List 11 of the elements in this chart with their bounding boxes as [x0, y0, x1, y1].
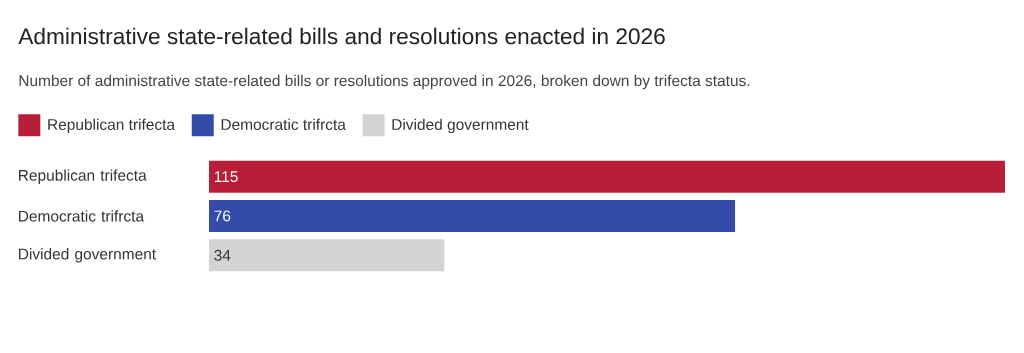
data-label: 115: [214, 171, 238, 183]
y-tick-label: Divided government: [19, 248, 157, 263]
data-label: 34: [214, 249, 231, 261]
legend-label: Divided government: [392, 118, 529, 134]
data-label: 76: [214, 210, 231, 222]
y-tick-label: Democratic trifrcta: [19, 210, 145, 222]
legend-label: Republican trifecta: [48, 118, 176, 134]
chart-subtitle: Number of administrative state-related bills or resolutions approved in 2026, broken down by trifecta status.: [19, 74, 750, 90]
legend-label: Democratic trifrcta: [221, 118, 346, 131]
y-tick-label: Republican trifecta: [19, 169, 147, 184]
chart-title: Administrative state-related bills and resolutions enacted in 2026: [18, 27, 665, 45]
